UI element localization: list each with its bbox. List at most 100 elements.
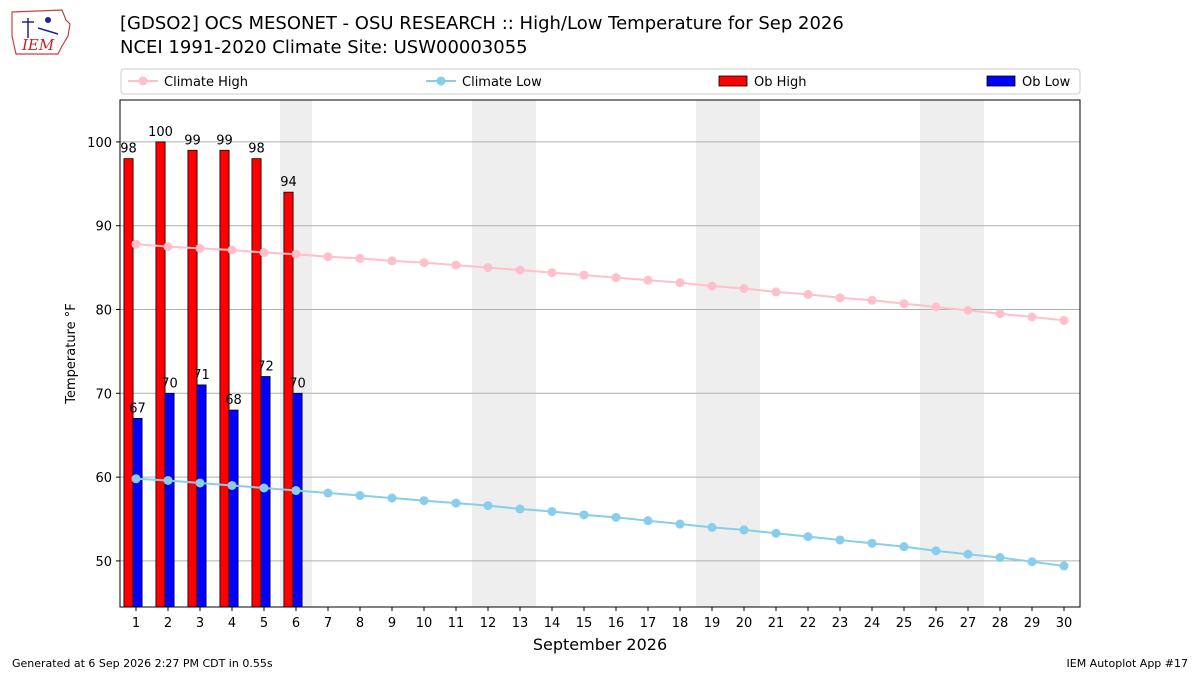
ob-high-bar-day-4 (219, 149, 230, 608)
x-tick-label-5: 5 (260, 616, 268, 631)
x-tick-label-4: 4 (228, 616, 236, 631)
climate-high-point-day-1 (131, 239, 141, 249)
ob-low-label-day-6: 70 (289, 376, 306, 391)
climate-high-point-day-29 (1027, 312, 1037, 322)
climate-low-point-day-3 (195, 478, 205, 488)
legend-swatch-4 (986, 75, 1016, 87)
legend-label-2: Climate Low (462, 75, 542, 90)
legend-box (120, 68, 1081, 95)
climate-low-point-day-25 (899, 542, 909, 552)
x-tick-label-25: 25 (896, 616, 913, 631)
ob-high-label-day-3: 99 (184, 133, 201, 148)
ob-low-label-day-5: 72 (257, 360, 274, 375)
climate-high-point-day-23 (835, 293, 845, 303)
ob-high-label-day-1: 98 (120, 142, 137, 157)
x-tick-label-2: 2 (164, 616, 172, 631)
ob-low-label-day-3: 71 (193, 368, 210, 383)
ob-low-bar-day-4 (228, 409, 239, 608)
climate-high-point-day-17 (643, 275, 653, 285)
climate-low-point-day-12 (483, 501, 493, 511)
climate-low-point-day-4 (227, 480, 237, 490)
y-tick-label-50: 50 (95, 555, 112, 570)
climate-high-point-day-28 (995, 309, 1005, 319)
climate-high-point-day-8 (355, 253, 365, 263)
climate-high-point-day-22 (803, 289, 813, 299)
ob-high-bar-day-2 (155, 141, 166, 608)
legend-label-1: Climate High (164, 75, 248, 90)
climate-high-point-day-25 (899, 299, 909, 309)
climate-high-point-day-12 (483, 263, 493, 273)
iem-logo: IEM (8, 6, 74, 62)
x-tick-label-15: 15 (576, 616, 593, 631)
x-axis-label: September 2026 (533, 635, 667, 654)
climate-low-point-day-8 (355, 491, 365, 501)
climate-low-line (135, 477, 1065, 567)
x-tick-label-8: 8 (356, 616, 364, 631)
x-tick-label-12: 12 (480, 616, 497, 631)
x-tick-label-19: 19 (704, 616, 721, 631)
weekend-shade-3 (696, 100, 760, 607)
x-tick-label-20: 20 (736, 616, 753, 631)
x-tick-label-1: 1 (132, 616, 140, 631)
climate-low-point-day-30 (1059, 561, 1069, 571)
x-tick-label-17: 17 (640, 616, 657, 631)
climate-high-point-day-30 (1059, 315, 1069, 325)
climate-low-point-day-15 (579, 510, 589, 520)
climate-low-point-day-14 (547, 506, 557, 516)
climate-high-point-day-3 (195, 243, 205, 253)
weekend-shade-2 (472, 100, 536, 607)
climate-high-point-day-2 (163, 242, 173, 252)
ob-high-bar-day-1 (123, 158, 134, 608)
legend-label-4: Ob Low (1022, 75, 1071, 90)
climate-high-point-day-21 (771, 287, 781, 297)
climate-high-point-day-13 (515, 265, 525, 275)
ob-high-label-day-5: 98 (248, 142, 265, 157)
y-tick-label-70: 70 (95, 387, 112, 402)
climate-high-point-day-24 (867, 295, 877, 305)
x-tick-label-10: 10 (416, 616, 433, 631)
climate-high-point-day-10 (419, 258, 429, 268)
x-tick-label-6: 6 (292, 616, 300, 631)
weekend-shade-4 (920, 100, 984, 607)
ob-high-label-day-4: 99 (216, 133, 233, 148)
legend-label-3: Ob High (754, 75, 807, 90)
x-tick-label-18: 18 (672, 616, 689, 631)
x-tick-label-11: 11 (448, 616, 465, 631)
climate-high-line (135, 243, 1065, 322)
climate-high-point-day-6 (291, 249, 301, 259)
y-axis-label: Temperature °F (64, 303, 79, 404)
climate-low-point-day-22 (803, 532, 813, 542)
chart-title: [GDSO2] OCS MESONET - OSU RESEARCH :: Hi… (120, 13, 844, 34)
climate-low-point-day-7 (323, 488, 333, 498)
x-tick-label-14: 14 (544, 616, 561, 631)
climate-low-point-day-13 (515, 504, 525, 514)
climate-high-point-day-4 (227, 245, 237, 255)
climate-low-point-day-19 (707, 522, 717, 532)
ob-low-bar-day-2 (164, 392, 175, 608)
ob-low-label-day-4: 68 (225, 393, 242, 408)
ob-low-bar-day-1 (132, 418, 143, 608)
climate-low-point-day-20 (739, 525, 749, 535)
x-tick-label-9: 9 (388, 616, 396, 631)
climate-low-point-day-27 (963, 549, 973, 559)
x-tick-label-7: 7 (324, 616, 332, 631)
y-tick-label-60: 60 (95, 471, 112, 486)
climate-low-point-day-23 (835, 535, 845, 545)
climate-high-point-day-14 (547, 268, 557, 278)
climate-low-point-day-24 (867, 538, 877, 548)
climate-high-point-day-15 (579, 270, 589, 280)
legend-swatch-3 (718, 75, 748, 87)
climate-high-point-day-7 (323, 252, 333, 262)
climate-low-point-day-6 (291, 486, 301, 496)
ob-low-label-day-1: 67 (129, 401, 146, 416)
climate-low-point-day-17 (643, 516, 653, 526)
ob-low-bar-day-3 (196, 384, 207, 608)
climate-high-point-day-11 (451, 260, 461, 270)
x-tick-label-22: 22 (800, 616, 817, 631)
climate-high-point-day-18 (675, 278, 685, 288)
x-tick-label-13: 13 (512, 616, 529, 631)
climate-low-point-day-26 (931, 546, 941, 556)
svg-text:IEM: IEM (21, 36, 55, 54)
climate-high-point-day-27 (963, 305, 973, 315)
